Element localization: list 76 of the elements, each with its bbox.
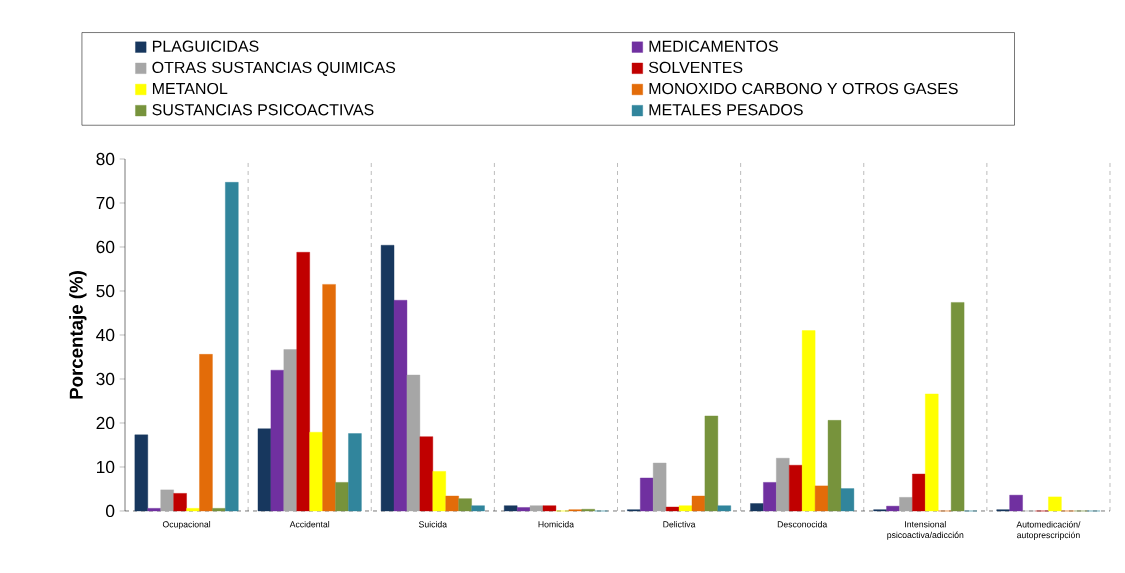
bar <box>270 369 285 512</box>
y-tick-label: 40 <box>96 328 115 342</box>
bar <box>186 508 200 512</box>
bar <box>419 436 434 512</box>
x-tick-label: Suicida <box>419 521 448 528</box>
bar <box>296 252 310 512</box>
y-tick-label: 70 <box>96 196 115 210</box>
bar <box>199 354 213 512</box>
bar <box>147 508 161 512</box>
bar <box>134 434 148 512</box>
x-tick-label: Homicida <box>538 521 574 528</box>
bar <box>717 505 731 512</box>
bar <box>950 302 965 512</box>
bar <box>257 428 272 512</box>
y-tick-label: 20 <box>96 416 115 430</box>
bar <box>225 182 239 512</box>
bar <box>309 432 323 512</box>
bar <box>640 477 654 512</box>
bar <box>763 482 777 512</box>
bar <box>406 374 421 512</box>
bar <box>653 462 667 512</box>
bar <box>322 284 336 512</box>
y-tick-label: 50 <box>96 284 115 298</box>
bar <box>678 505 693 512</box>
legend-label: SUSTANCIAS PSICOACTIVAS <box>152 104 374 116</box>
x-tick-label: Automedicación/ autoprescripción <box>1016 521 1081 540</box>
y-tick-label: 10 <box>97 460 115 474</box>
x-tick-label: Desconocida <box>777 521 828 528</box>
bar <box>516 507 531 512</box>
bar <box>504 505 518 512</box>
bar <box>348 433 362 512</box>
bar <box>335 482 349 512</box>
bar <box>789 465 803 512</box>
bar <box>776 457 790 512</box>
x-tick-label: Intensional psicoactiva/adicción <box>887 521 964 540</box>
bar <box>886 505 900 512</box>
bar <box>212 508 226 512</box>
legend-label: METANOL <box>152 82 228 95</box>
y-axis-title: Porcentaje (%) <box>69 271 87 399</box>
y-tick-label: 60 <box>96 240 115 254</box>
legend-label: MONOXIDO CARBONO Y OTROS GASES <box>649 82 958 95</box>
bar <box>458 498 472 512</box>
legend-label: METALES PESADOS <box>649 104 803 116</box>
bar <box>173 493 187 512</box>
bar <box>160 489 174 512</box>
bar <box>283 349 297 512</box>
y-tick-label: 80 <box>96 152 115 166</box>
bar <box>899 497 913 512</box>
legend-label: SOLVENTES <box>648 61 743 74</box>
bar <box>665 506 680 512</box>
bar <box>750 503 764 512</box>
legend-label: OTRAS SUSTANCIAS QUIMICAS <box>152 61 396 76</box>
bar <box>814 485 829 512</box>
legend-label: PLAGUICIDAS <box>152 40 259 52</box>
bar <box>704 415 719 512</box>
bar <box>1009 494 1023 512</box>
bar <box>840 488 855 512</box>
bar <box>380 245 395 512</box>
bar <box>432 471 446 512</box>
bar <box>529 505 544 512</box>
bar <box>801 330 816 512</box>
bar <box>542 505 557 512</box>
bar <box>827 420 842 512</box>
bar <box>691 495 706 512</box>
bar <box>445 495 459 512</box>
bar <box>925 393 939 512</box>
x-tick-label: Accidental <box>289 521 330 528</box>
legend-label: MEDICAMENTOS <box>649 40 778 52</box>
x-tick-label: Delictiva <box>663 521 696 528</box>
x-tick-label: Ocupacional <box>162 521 211 530</box>
bar <box>471 505 485 512</box>
y-tick-label: 0 <box>105 504 115 518</box>
bar <box>393 300 408 512</box>
y-tick-label: 30 <box>96 372 115 386</box>
bar <box>1048 496 1062 512</box>
bar <box>912 473 926 512</box>
